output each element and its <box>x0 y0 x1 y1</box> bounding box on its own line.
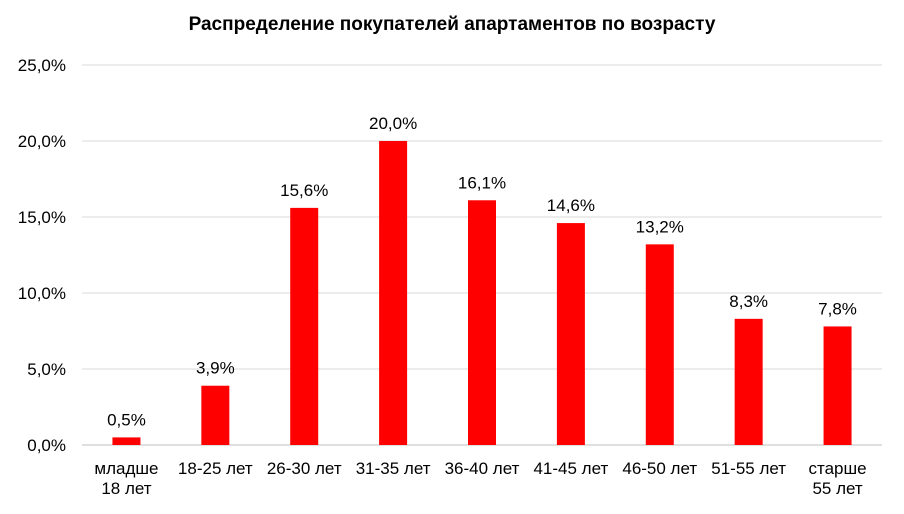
data-label: 8,3% <box>729 292 768 311</box>
category-label: старше 55 лет <box>809 459 867 498</box>
category-label: 41-45 лет <box>533 459 608 478</box>
data-label: 15,6% <box>280 181 328 200</box>
y-tick-label: 10,0% <box>18 284 66 303</box>
category-label: 46-50 лет <box>622 459 697 478</box>
bar <box>379 141 408 445</box>
category-label: 51-55 лет <box>711 459 786 478</box>
data-label: 0,5% <box>107 410 146 429</box>
data-label: 3,9% <box>196 359 235 378</box>
bar <box>645 244 674 445</box>
bar <box>823 326 852 445</box>
y-tick-label: 15,0% <box>18 208 66 227</box>
category-label: 26-30 лет <box>267 459 342 478</box>
category-label: 36-40 лет <box>445 459 520 478</box>
category-label: 18-25 лет <box>178 459 253 478</box>
bar <box>112 437 141 445</box>
y-tick-label: 20,0% <box>18 132 66 151</box>
data-label: 14,6% <box>547 196 595 215</box>
data-label: 16,1% <box>458 173 506 192</box>
data-label: 13,2% <box>636 217 684 236</box>
bar <box>290 207 319 445</box>
chart-title: Распределение покупателей апартаментов п… <box>188 14 716 35</box>
bar <box>468 200 496 445</box>
category-label: 31-35 лет <box>356 459 431 478</box>
y-tick-label: 0,0% <box>27 436 66 455</box>
bar <box>734 318 763 445</box>
y-tick-label: 25,0% <box>18 56 66 75</box>
y-tick-label: 5,0% <box>27 360 66 379</box>
data-label: 7,8% <box>818 299 857 318</box>
bar <box>201 385 230 445</box>
bar <box>556 223 585 445</box>
data-label: 20,0% <box>369 114 417 133</box>
category-label: младше 18 лет <box>94 459 158 498</box>
